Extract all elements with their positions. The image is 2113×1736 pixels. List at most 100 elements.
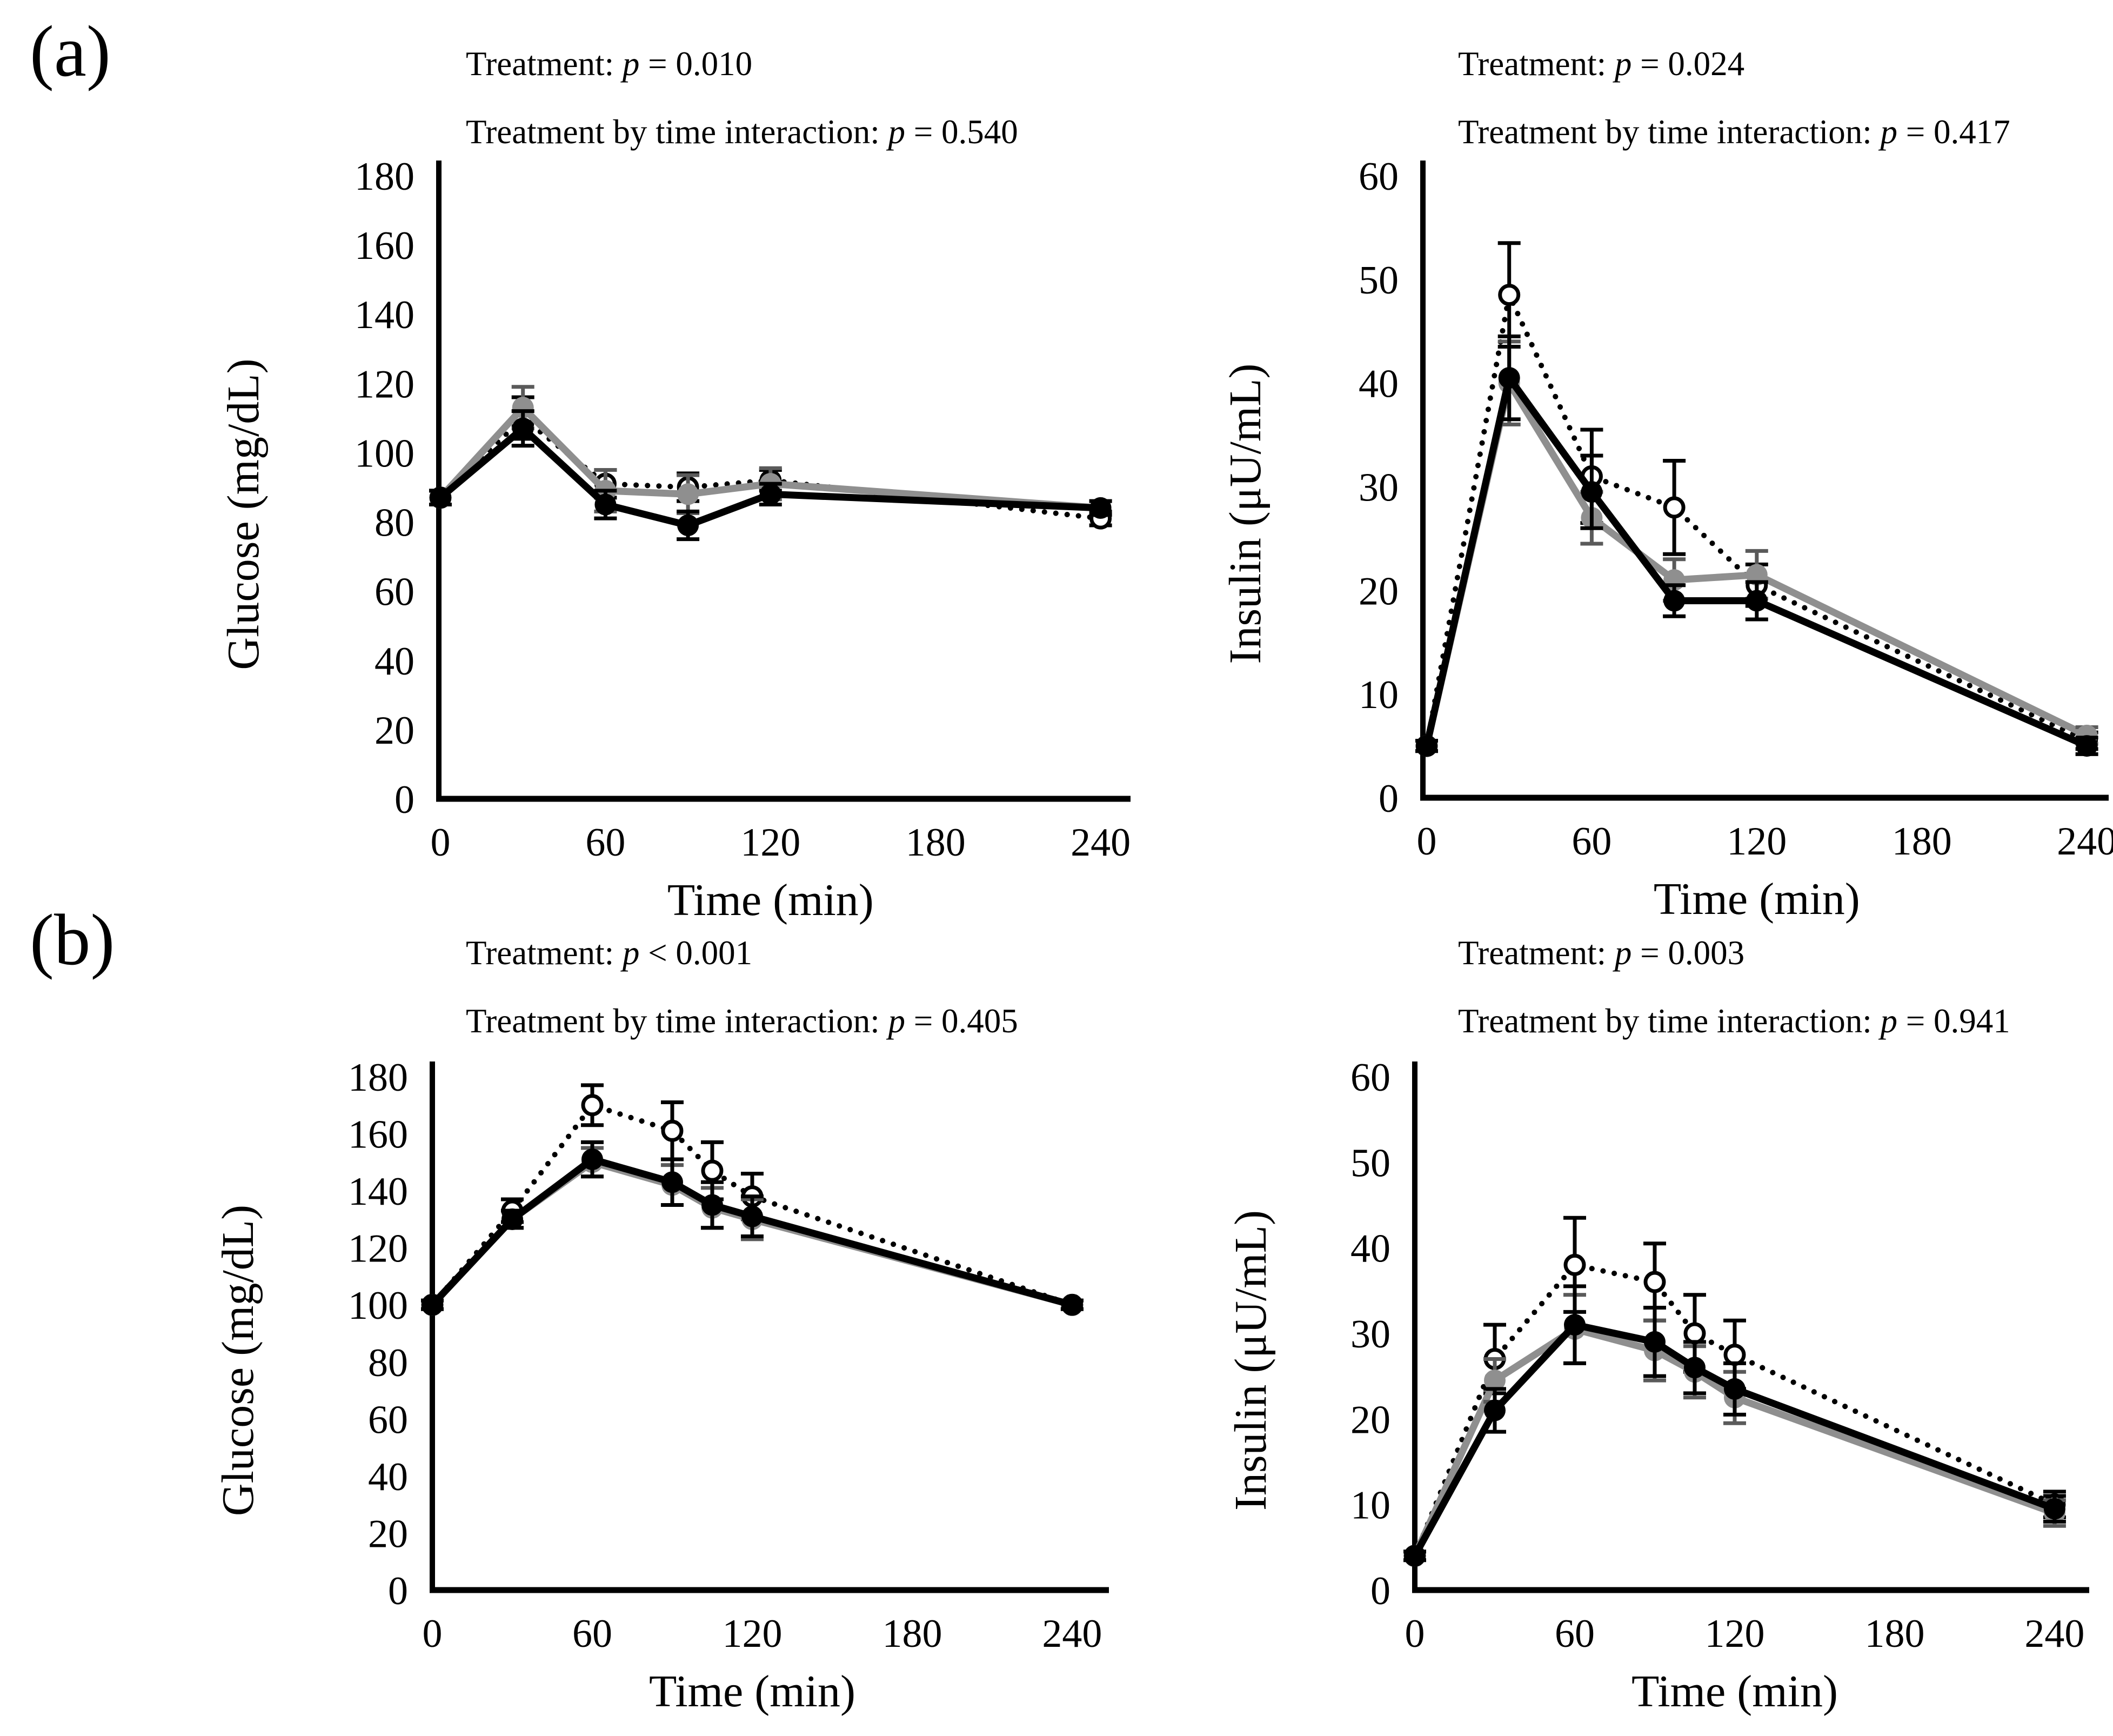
gray-filled-circle-marker xyxy=(1483,1370,1506,1392)
interaction-label: Treatment by time interaction: xyxy=(466,1002,888,1040)
x-tick-label: 240 xyxy=(1042,1612,1102,1656)
x-tick-label: 0 xyxy=(1405,1612,1425,1656)
x-tick-label: 0 xyxy=(1417,819,1437,864)
p-symbol: p xyxy=(622,934,640,972)
y-tick-label: 10 xyxy=(1350,1484,1390,1528)
treatment-label: Treatment: xyxy=(1458,45,1615,83)
x-tick-label: 180 xyxy=(882,1612,942,1656)
x-axis-title: Time (min) xyxy=(1631,1666,1838,1717)
interaction-p-line: Treatment by time interaction: p = 0.540 xyxy=(466,98,1018,166)
p-symbol: p xyxy=(1614,934,1632,972)
x-tick-label: 180 xyxy=(1892,819,1952,864)
black-filled-circle-marker xyxy=(1581,481,1603,503)
y-tick-label: 50 xyxy=(1350,1141,1390,1185)
y-tick-label: 20 xyxy=(368,1512,408,1556)
black-filled-circle-marker xyxy=(741,1205,763,1227)
p-value: = 0.003 xyxy=(1631,934,1745,972)
p-value: = 0.540 xyxy=(905,113,1018,151)
chart-b_glucose: 0 20 40 60 80 100 120 140 160 180 0 60 120 180 240 Time… xyxy=(213,1056,1109,1717)
y-tick-label: 40 xyxy=(375,639,414,684)
y-tick-label: 20 xyxy=(1359,569,1399,613)
black-filled-circle-marker xyxy=(1643,1331,1666,1353)
dotted-open-circle-marker xyxy=(1663,496,1686,519)
y-tick-label: 50 xyxy=(1359,258,1399,303)
y-tick-label: 140 xyxy=(355,293,414,337)
x-tick-label: 120 xyxy=(1704,1612,1764,1656)
black-filled-circle-marker xyxy=(1683,1357,1706,1379)
y-tick-label: 180 xyxy=(355,155,414,199)
p-symbol: p xyxy=(888,1002,906,1040)
x-tick-label: 120 xyxy=(722,1612,782,1656)
p-value: = 0.010 xyxy=(639,45,753,83)
x-axis-title: Time (min) xyxy=(649,1666,855,1717)
black-filled-circle-marker xyxy=(430,486,451,509)
dotted-open-circle-marker xyxy=(1723,1344,1746,1366)
black-filled-circle-marker xyxy=(1089,497,1112,519)
y-tick-label: 120 xyxy=(355,362,414,406)
stats-title-a-insulin: Treatment: p = 0.024 Treatment by time i… xyxy=(1458,30,2010,166)
p-value: = 0.417 xyxy=(1897,113,2010,151)
x-tick-label: 240 xyxy=(2024,1612,2084,1656)
gray-filled-circle-line xyxy=(438,404,1101,512)
dotted-open-circle-marker xyxy=(1563,1253,1586,1276)
series-gray-filled-circle xyxy=(1415,339,2098,757)
y-tick-label: 10 xyxy=(1359,673,1399,717)
dotted-open-circle-marker xyxy=(701,1159,724,1182)
black-filled-circle-marker xyxy=(1563,1314,1586,1336)
series-black-filled-circle xyxy=(429,409,1112,542)
y-tick-label: 160 xyxy=(348,1113,408,1157)
y-tick-label: 0 xyxy=(388,1569,408,1613)
black-filled-circle-marker xyxy=(2076,735,2098,757)
dotted-open-circle-marker xyxy=(1643,1271,1666,1293)
dotted-open-circle-line xyxy=(1424,292,2090,749)
x-tick-label: 180 xyxy=(1864,1612,1924,1656)
dotted-open-circle-marker xyxy=(581,1094,604,1117)
x-axis-title: Time (min) xyxy=(1654,874,1860,924)
x-tick-label: 120 xyxy=(740,820,800,865)
black-filled-circle-marker xyxy=(1416,735,1437,757)
treatment-label: Treatment: xyxy=(1458,934,1615,972)
y-tick-label: 0 xyxy=(1370,1569,1390,1613)
black-filled-circle-marker xyxy=(422,1294,443,1316)
treatment-label: Treatment: xyxy=(466,45,623,83)
panel-label-b: (b) xyxy=(30,900,115,980)
black-filled-circle-marker xyxy=(759,483,781,505)
treatment-p-line: Treatment: p = 0.003 xyxy=(1458,919,2010,987)
y-tick-label: 0 xyxy=(1379,777,1399,821)
y-tick-label: 100 xyxy=(355,431,414,476)
black-filled-circle-marker xyxy=(1498,367,1520,389)
y-tick-label: 160 xyxy=(355,224,414,268)
series-black-filled-circle xyxy=(1403,1284,2066,1567)
p-symbol: p xyxy=(622,45,640,83)
black-filled-circle-marker xyxy=(594,493,617,516)
x-tick-label: 180 xyxy=(906,820,966,865)
x-tick-label: 60 xyxy=(585,820,625,865)
black-filled-circle-marker xyxy=(1061,1294,1083,1316)
gray-filled-circle-marker xyxy=(677,483,699,505)
y-axis-title: Glucose (mg/dL) xyxy=(218,358,269,670)
chart-b_insulin: 0 10 20 30 40 50 60 0 60 120 180 240 Time (min) Insul… xyxy=(1226,1056,2089,1717)
p-symbol: p xyxy=(1880,113,1898,151)
black-filled-circle-marker xyxy=(701,1194,723,1216)
treatment-p-line: Treatment: p < 0.001 xyxy=(466,919,1018,987)
p-value: < 0.001 xyxy=(639,934,753,972)
y-tick-label: 40 xyxy=(368,1455,408,1499)
y-tick-label: 60 xyxy=(375,570,414,615)
x-tick-label: 60 xyxy=(572,1612,612,1656)
x-axis-title: Time (min) xyxy=(667,875,874,925)
stats-title-b-insulin: Treatment: p = 0.003 Treatment by time i… xyxy=(1458,919,2010,1055)
black-filled-circle-marker xyxy=(1746,590,1768,612)
x-tick-label: 60 xyxy=(1555,1612,1595,1656)
y-tick-label: 60 xyxy=(1350,1056,1390,1100)
panel-label-a: (a) xyxy=(30,11,111,92)
y-tick-label: 40 xyxy=(1359,362,1399,406)
chart-a_glucose: 0 20 40 60 80 100 120 140 160 180 0 60 120 180 240 Time… xyxy=(218,155,1131,925)
interaction-p-line: Treatment by time interaction: p = 0.417 xyxy=(1458,98,2010,166)
treatment-label: Treatment: xyxy=(466,934,623,972)
stats-title-a-glucose: Treatment: p = 0.010 Treatment by time i… xyxy=(466,30,1018,166)
y-axis-title: Insulin (μU/mL) xyxy=(1220,364,1271,664)
black-filled-circle-marker xyxy=(661,1171,683,1193)
p-value: = 0.024 xyxy=(1631,45,1745,83)
